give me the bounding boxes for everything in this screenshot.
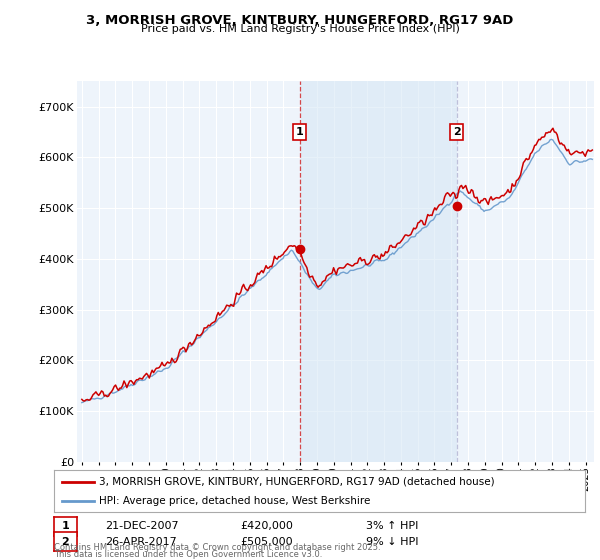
Text: £420,000: £420,000: [240, 521, 293, 531]
Text: 3, MORRISH GROVE, KINTBURY, HUNGERFORD, RG17 9AD: 3, MORRISH GROVE, KINTBURY, HUNGERFORD, …: [86, 14, 514, 27]
Text: This data is licensed under the Open Government Licence v3.0.: This data is licensed under the Open Gov…: [54, 550, 322, 559]
Text: 26-APR-2017: 26-APR-2017: [105, 536, 177, 547]
Text: 2: 2: [453, 127, 461, 137]
Text: 3% ↑ HPI: 3% ↑ HPI: [366, 521, 418, 531]
Text: 1: 1: [296, 127, 304, 137]
Text: 21-DEC-2007: 21-DEC-2007: [105, 521, 179, 531]
Text: 2: 2: [62, 536, 69, 547]
Text: Contains HM Land Registry data © Crown copyright and database right 2025.: Contains HM Land Registry data © Crown c…: [54, 543, 380, 552]
Bar: [299, 81, 457, 462]
Text: HPI: Average price, detached house, West Berkshire: HPI: Average price, detached house, West…: [99, 496, 371, 506]
Text: 9% ↓ HPI: 9% ↓ HPI: [366, 536, 419, 547]
Text: Price paid vs. HM Land Registry's House Price Index (HPI): Price paid vs. HM Land Registry's House …: [140, 24, 460, 34]
Text: 1: 1: [62, 521, 69, 531]
Text: £505,000: £505,000: [240, 536, 293, 547]
Text: 3, MORRISH GROVE, KINTBURY, HUNGERFORD, RG17 9AD (detached house): 3, MORRISH GROVE, KINTBURY, HUNGERFORD, …: [99, 477, 495, 487]
